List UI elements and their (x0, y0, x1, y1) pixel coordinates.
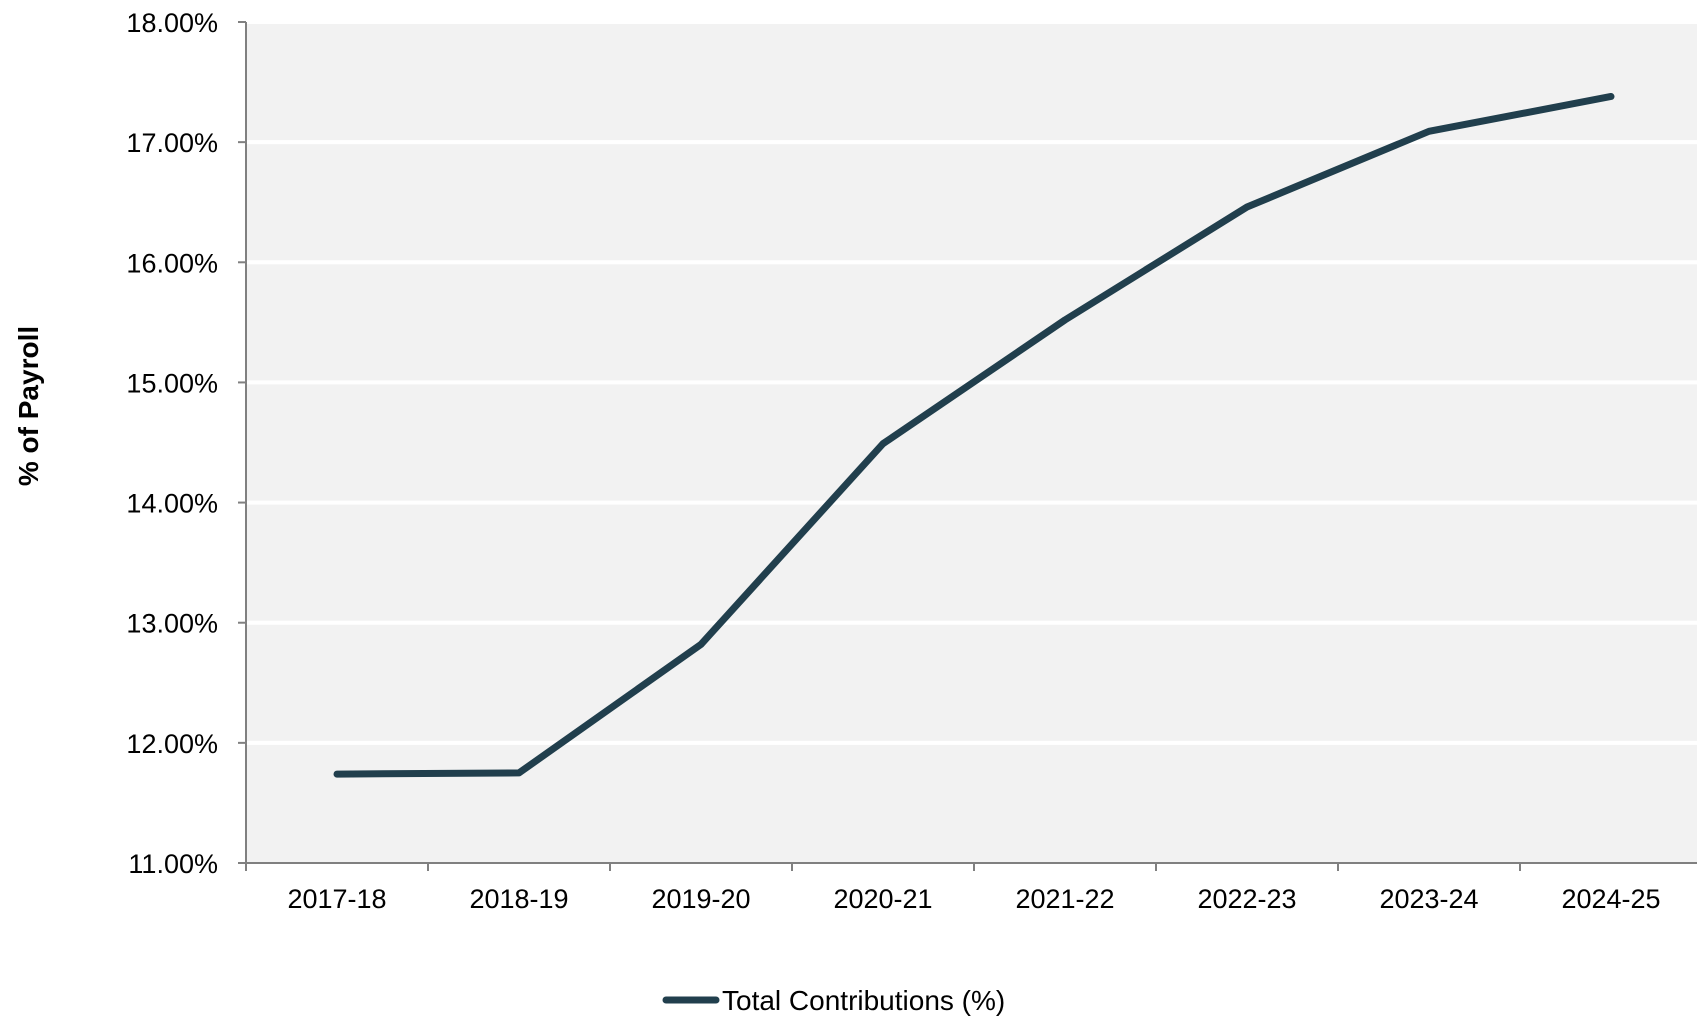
y-axis-title: % of Payroll (13, 326, 44, 486)
y-tick-label: 12.00% (126, 729, 218, 759)
x-tick-label: 2020-21 (833, 884, 932, 914)
data-point (1608, 93, 1614, 100)
y-tick-label: 14.00% (126, 489, 218, 519)
data-point (334, 771, 340, 778)
legend: Total Contributions (%) (662, 985, 1005, 1016)
y-tick-label: 17.00% (126, 128, 218, 158)
data-point (1062, 316, 1068, 323)
x-tick-label: 2023-24 (1379, 884, 1478, 914)
gridlines (246, 20, 1697, 745)
plot-area (246, 22, 1697, 863)
y-tick-label: 16.00% (126, 248, 218, 278)
series-layer (333, 92, 1615, 778)
data-point (880, 440, 886, 447)
data-point (698, 641, 704, 648)
x-tick-label: 2018-19 (469, 884, 568, 914)
data-point (1426, 128, 1432, 135)
series-line-total-contributions (333, 92, 1615, 778)
data-point (1244, 204, 1250, 211)
x-tick-label: 2017-18 (287, 884, 386, 914)
x-axis-ticks: 2017-18 2018-19 2019-20 2020-21 2021-22 2022-… (245, 863, 1661, 914)
x-tick-label: 2019-20 (651, 884, 750, 914)
y-tick-label: 13.00% (126, 609, 218, 639)
x-tick-label: 2022-23 (1197, 884, 1296, 914)
y-tick-label: 18.00% (126, 8, 218, 38)
y-axis-ticks: 11.00% 12.00% 13.00% 14.00% 15.00% 16.00% 17.0… (126, 8, 246, 879)
x-tick-label: 2021-22 (1015, 884, 1114, 914)
y-tick-label: 15.00% (126, 368, 218, 398)
axes (245, 22, 1697, 864)
legend-label: Total Contributions (%) (722, 985, 1005, 1016)
data-point (516, 769, 522, 776)
x-tick-label: 2024-25 (1561, 884, 1660, 914)
y-tick-label: 11.00% (128, 849, 218, 879)
